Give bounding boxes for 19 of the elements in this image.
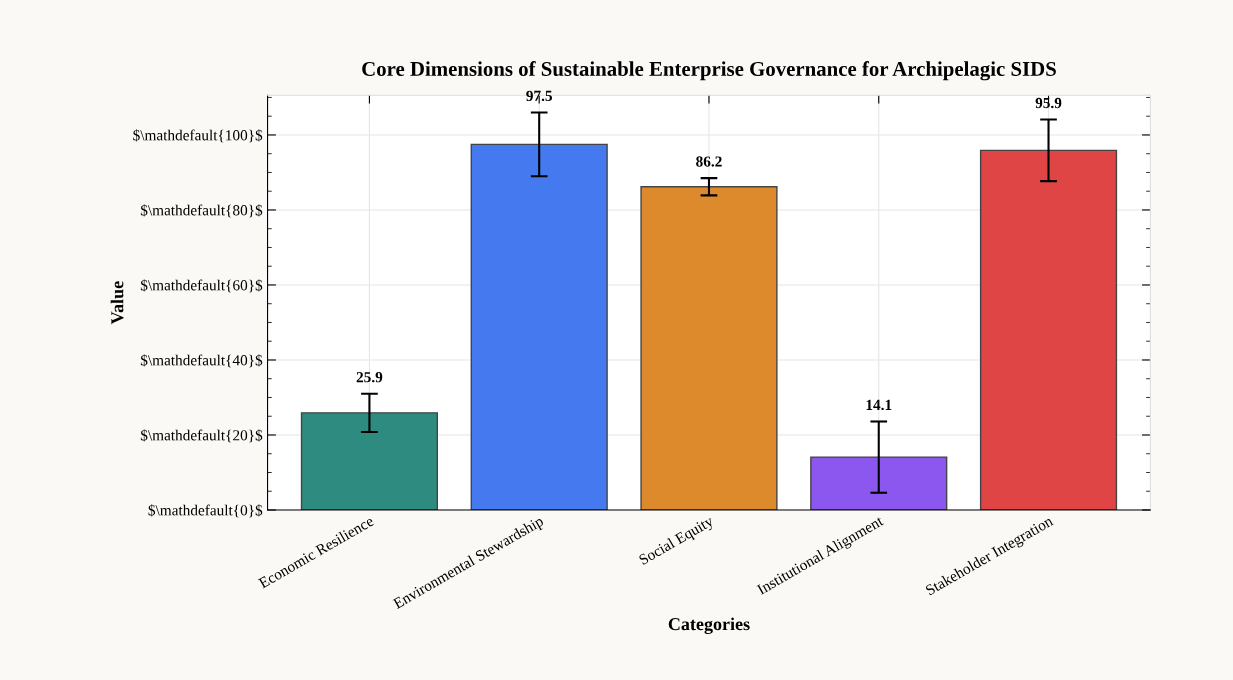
chart-title: Core Dimensions of Sustainable Enterprise Governance for Archipelagic SIDS bbox=[362, 61, 1056, 81]
bar bbox=[470, 143, 608, 510]
bar bbox=[640, 186, 778, 510]
y-tick-label: $\mathdefault{100}$ bbox=[133, 129, 263, 143]
y-tick-label: $\mathdefault{80}$ bbox=[140, 204, 263, 218]
y-tick-label: $\mathdefault{60}$ bbox=[140, 279, 263, 293]
data-label: 95.9 bbox=[1035, 97, 1062, 109]
y-tick-label: $\mathdefault{0}$ bbox=[148, 504, 263, 518]
x-axis-title: Categories bbox=[668, 617, 750, 634]
data-label: 14.1 bbox=[866, 399, 892, 411]
data-label: 97.5 bbox=[526, 90, 553, 102]
bar bbox=[300, 412, 439, 510]
bar bbox=[810, 456, 948, 510]
y-tick-label: $\mathdefault{40}$ bbox=[140, 354, 263, 368]
y-tick-label: $\mathdefault{20}$ bbox=[140, 429, 263, 443]
data-label: 86.2 bbox=[696, 156, 722, 167]
bar bbox=[979, 149, 1118, 510]
data-label: 25.9 bbox=[356, 372, 383, 383]
y-axis-title: Value bbox=[110, 281, 124, 325]
